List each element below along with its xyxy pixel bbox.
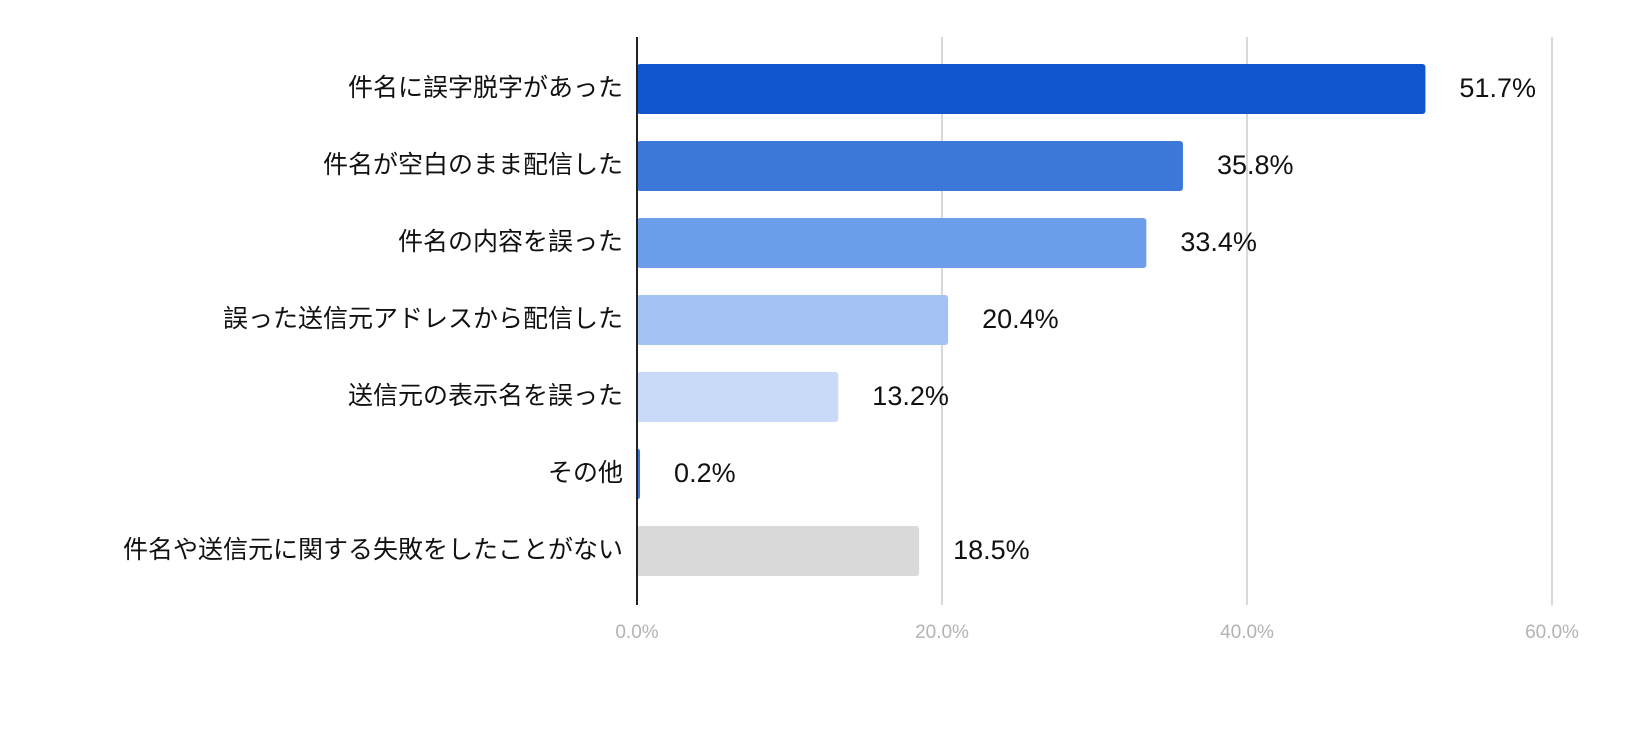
value-label: 35.8%: [1217, 150, 1294, 180]
value-label: 33.4%: [1180, 227, 1257, 257]
value-label: 18.5%: [953, 535, 1030, 565]
bar: [637, 372, 839, 422]
x-tick-label: 40.0%: [1220, 622, 1274, 643]
category-label: その他: [548, 458, 623, 487]
x-tick-label: 0.0%: [615, 622, 658, 643]
category-label: 件名に誤字脱字があった: [348, 73, 623, 102]
bar: [637, 141, 1183, 191]
x-tick-label: 60.0%: [1525, 622, 1579, 643]
value-label: 0.2%: [674, 458, 736, 488]
value-label: 51.7%: [1459, 73, 1536, 103]
x-tick-label: 20.0%: [915, 622, 969, 643]
bar: [637, 526, 920, 576]
category-label: 誤った送信元アドレスから配信した: [223, 304, 623, 333]
bar: [637, 295, 949, 345]
category-label: 件名の内容を誤った: [398, 227, 623, 256]
bar: [637, 64, 1426, 114]
category-label: 件名や送信元に関する失敗をしたことがない: [123, 535, 623, 564]
category-label: 件名が空白のまま配信した: [323, 150, 623, 179]
value-label: 20.4%: [982, 304, 1059, 334]
category-label: 送信元の表示名を誤った: [348, 381, 623, 410]
bar: [637, 218, 1147, 268]
labels: 0.0% 20.0% 40.0% 60.0% 件名に誤字脱字があった 51.7% 件名が空白…: [123, 73, 1579, 643]
value-label: 13.2%: [872, 381, 949, 411]
bars: [637, 64, 1426, 576]
